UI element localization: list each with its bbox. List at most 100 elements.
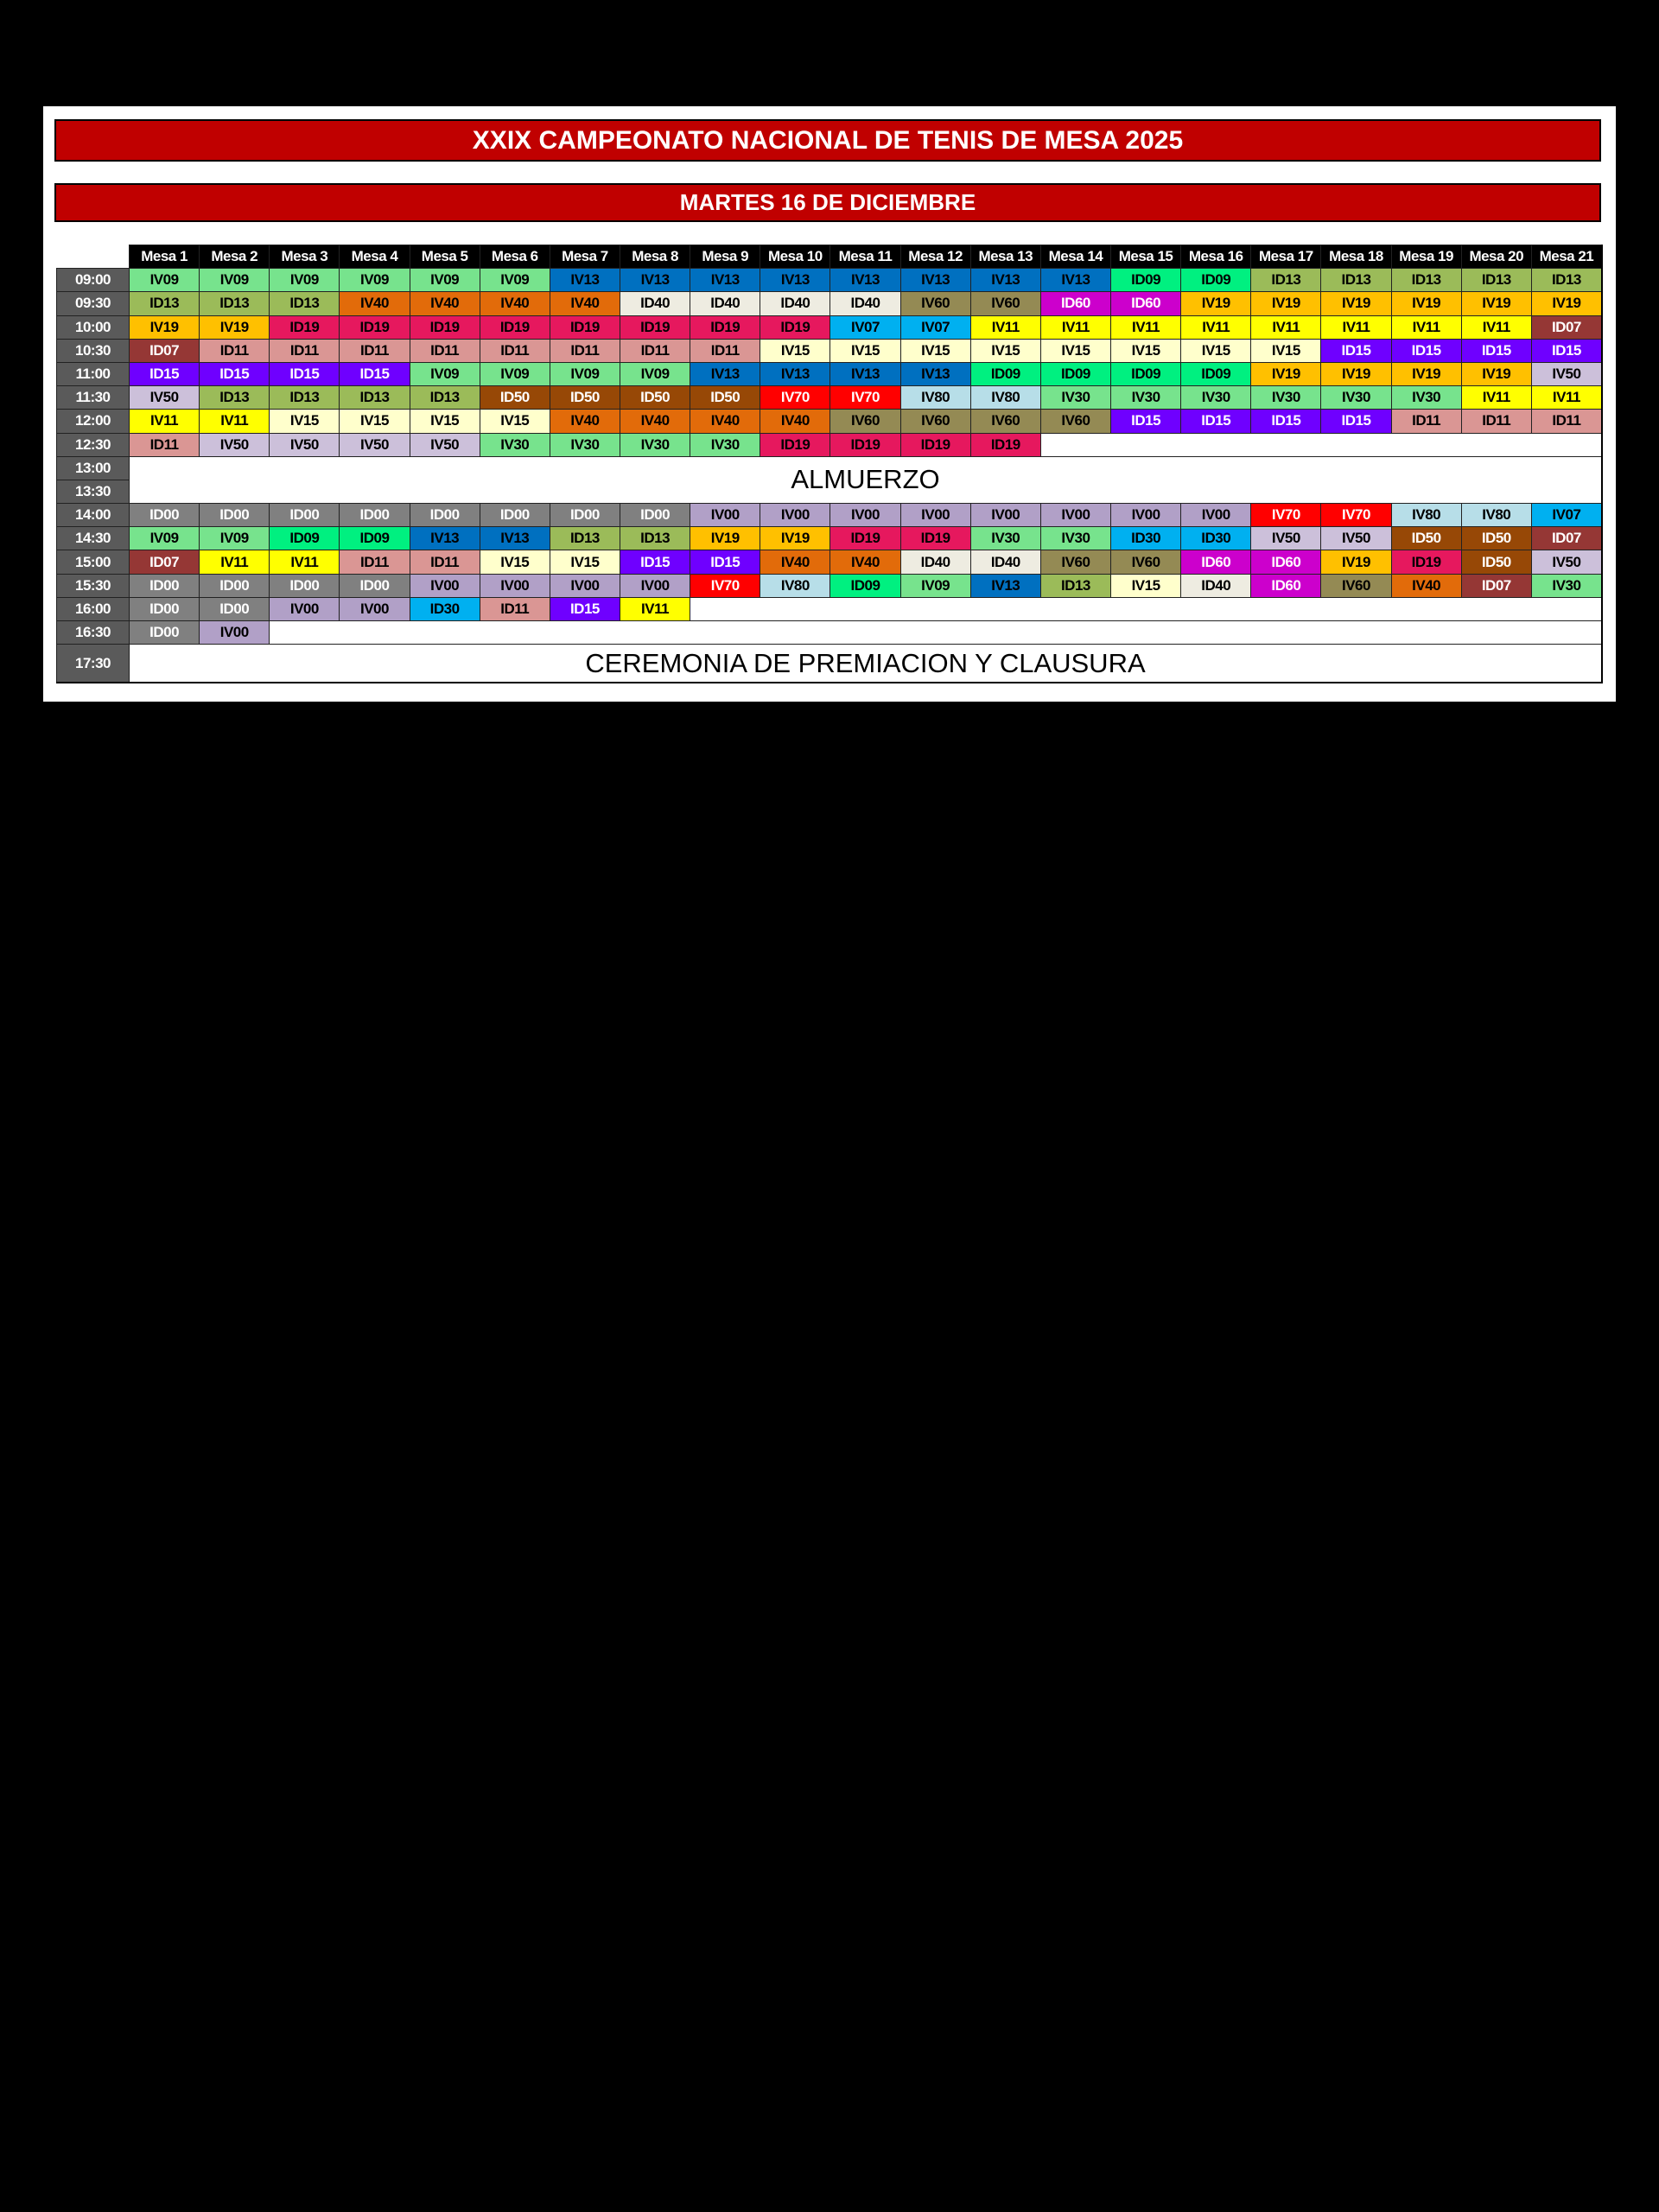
match-cell: IV15	[1250, 338, 1321, 362]
match-cell: IV11	[1460, 315, 1531, 339]
match-cell: IV30	[549, 432, 620, 456]
match-cell: ID00	[199, 573, 270, 597]
match-cell: IV09	[899, 573, 970, 597]
match-cell: IV15	[339, 409, 410, 433]
table-header: Mesa 7	[549, 245, 620, 269]
match-cell: IV09	[269, 268, 340, 292]
match-cell: ID11	[620, 338, 690, 362]
table-header: Mesa 13	[969, 245, 1040, 269]
match-cell: IV15	[479, 550, 550, 574]
schedule-grid: Mesa 1 Mesa 2 Mesa 3 Mesa 4 Mesa 5 Mesa 6 Mesa…	[56, 245, 1603, 684]
match-cell: IV80	[1460, 503, 1531, 527]
match-cell: IV15	[1039, 338, 1110, 362]
match-cell: ID13	[1390, 268, 1461, 292]
match-cell: IV13	[760, 268, 830, 292]
match-cell: IV11	[129, 409, 200, 433]
time-slot: 10:30	[56, 338, 129, 362]
match-cell: IV40	[690, 409, 760, 433]
match-cell: ID60	[1250, 550, 1321, 574]
match-cell: IV60	[1320, 573, 1391, 597]
time-slot: 12:30	[56, 432, 129, 456]
table-header: Mesa 4	[339, 245, 410, 269]
match-cell: IV00	[549, 573, 620, 597]
match-cell: IV70	[1250, 503, 1321, 527]
match-cell: ID19	[760, 315, 830, 339]
match-cell: ID15	[199, 361, 270, 386]
match-cell: IV13	[969, 268, 1040, 292]
match-cell: ID00	[199, 503, 270, 527]
match-cell: ID19	[830, 526, 900, 550]
match-cell: ID13	[1250, 268, 1321, 292]
match-cell: ID15	[549, 596, 620, 620]
match-cell: IV40	[1390, 573, 1461, 597]
match-cell: ID13	[199, 385, 270, 410]
match-cell: ID09	[1180, 268, 1251, 292]
corner-cell	[56, 245, 129, 269]
match-cell: ID09	[1180, 361, 1251, 386]
match-cell: IV40	[409, 291, 480, 315]
match-cell: IV11	[269, 550, 340, 574]
match-cell: IV19	[1180, 291, 1251, 315]
match-cell: IV19	[129, 315, 200, 339]
match-cell: ID13	[1039, 573, 1110, 597]
match-cell: IV50	[129, 385, 200, 410]
match-cell: IV09	[339, 268, 410, 292]
match-cell: IV30	[969, 526, 1040, 550]
match-cell: ID15	[1320, 409, 1391, 433]
match-cell: IV00	[339, 596, 410, 620]
empty-slot	[1039, 432, 1601, 456]
match-cell: IV40	[830, 550, 900, 574]
match-cell: IV13	[830, 361, 900, 386]
match-cell: IV60	[1039, 550, 1110, 574]
match-cell: ID09	[1039, 361, 1110, 386]
match-cell: ID19	[1390, 550, 1461, 574]
match-cell: IV13	[690, 361, 760, 386]
match-cell: IV30	[1530, 573, 1601, 597]
match-cell: ID40	[760, 291, 830, 315]
match-cell: IV19	[1460, 361, 1531, 386]
match-cell: IV09	[199, 268, 270, 292]
match-cell: IV30	[1039, 385, 1110, 410]
match-cell: IV15	[830, 338, 900, 362]
match-cell: ID13	[269, 291, 340, 315]
match-cell: ID07	[1530, 526, 1601, 550]
match-cell: ID30	[1110, 526, 1181, 550]
match-cell: IV09	[129, 526, 200, 550]
match-cell: IV30	[1039, 526, 1110, 550]
match-cell: ID13	[409, 385, 480, 410]
match-cell: ID11	[339, 338, 410, 362]
match-cell: ID07	[1460, 573, 1531, 597]
match-cell: IV11	[1039, 315, 1110, 339]
match-cell: IV00	[1110, 503, 1181, 527]
match-cell: IV19	[1320, 291, 1391, 315]
match-cell: IV11	[199, 409, 270, 433]
match-cell: ID11	[199, 338, 270, 362]
match-cell: ID13	[199, 291, 270, 315]
match-cell: ID19	[549, 315, 620, 339]
match-cell: IV60	[1039, 409, 1110, 433]
table-header: Mesa 5	[409, 245, 480, 269]
match-cell: IV40	[479, 291, 550, 315]
match-cell: IV60	[830, 409, 900, 433]
match-cell: IV11	[199, 550, 270, 574]
closing-ceremony: CEREMONIA DE PREMIACION Y CLAUSURA	[129, 644, 1601, 683]
match-cell: ID11	[1460, 409, 1531, 433]
time-slot: 16:00	[56, 596, 129, 620]
table-header: Mesa 11	[830, 245, 900, 269]
match-cell: IV50	[1530, 361, 1601, 386]
match-cell: IV19	[690, 526, 760, 550]
table-header: Mesa 1	[129, 245, 200, 269]
match-cell: ID15	[1180, 409, 1251, 433]
match-cell: ID19	[339, 315, 410, 339]
match-cell: IV00	[199, 620, 270, 645]
table-header: Mesa 19	[1390, 245, 1461, 269]
match-cell: ID00	[269, 573, 340, 597]
match-cell: IV50	[269, 432, 340, 456]
match-cell: ID11	[129, 432, 200, 456]
match-cell: IV09	[620, 361, 690, 386]
match-cell: IV00	[760, 503, 830, 527]
time-slot: 15:30	[56, 573, 129, 597]
match-cell: IV07	[899, 315, 970, 339]
time-slot: 16:30	[56, 620, 129, 645]
time-slot: 15:00	[56, 550, 129, 574]
